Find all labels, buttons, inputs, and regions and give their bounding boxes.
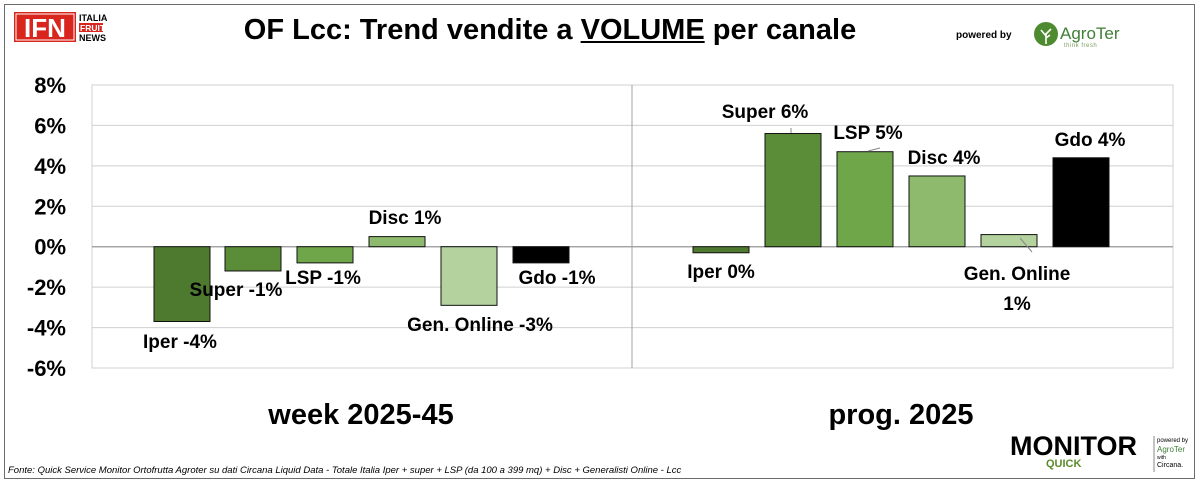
bar <box>296 246 354 264</box>
bar <box>836 151 894 248</box>
y-tick-label: 4% <box>34 154 66 179</box>
data-label: Iper -4% <box>143 332 217 353</box>
data-labels: Iper -4% Super -1%LSP -1% Disc 1% Gen. Onli… <box>143 102 1125 353</box>
y-axis-ticks: 8% 6% 4% 2% 0% -2% -4% -6% <box>27 73 66 381</box>
y-tick-label: 6% <box>34 113 66 138</box>
y-tick-label: -2% <box>27 275 66 300</box>
title-underlined: VOLUME <box>580 14 705 46</box>
monitor-quick-sub: QUICK <box>1046 458 1082 470</box>
title-prefix: OF Lcc: Trend vendite a <box>243 14 581 46</box>
bar <box>153 246 211 323</box>
y-tick-label: -4% <box>27 316 66 341</box>
monitor-agroter: AgroTer <box>1157 445 1186 454</box>
data-label: Super -1% <box>190 280 283 301</box>
data-label: Gen. Online -3% <box>407 315 553 336</box>
y-tick-label: -6% <box>27 356 66 381</box>
bar <box>224 246 282 272</box>
data-label: Gen. Online <box>964 264 1071 285</box>
monitor-quick-logo <box>1153 436 1155 472</box>
data-label: Super 6% <box>722 102 809 123</box>
data-label: Gdo 4% <box>1055 130 1126 151</box>
leader-line <box>1019 237 1033 253</box>
agroter-name: AgroTer <box>1060 24 1120 43</box>
monitor-quick-brand: MONITOR <box>1010 431 1137 461</box>
y-tick-label: 0% <box>34 235 66 260</box>
y-tick-label: 8% <box>34 73 66 98</box>
ifn-logo-line1: ITALIA <box>79 13 108 23</box>
monitor-powered-by: powered by <box>1157 438 1189 444</box>
bar <box>980 234 1038 248</box>
ifn-logo-text: IFN <box>24 13 66 43</box>
data-label: Iper 0% <box>687 262 755 283</box>
data-label: LSP -1% <box>285 268 361 289</box>
panel-title: prog. 2025 <box>828 399 973 431</box>
grid-lines <box>91 84 1174 369</box>
monitor-with: with <box>1157 455 1166 461</box>
panel-titles: week 2025-45 prog. 2025 <box>267 399 973 431</box>
source-note: Fonte: Quick Service Monitor Ortofrutta … <box>8 465 682 476</box>
monitor-circana: Circana. <box>1157 462 1184 469</box>
agroter-tagline: think fresh <box>1064 43 1098 49</box>
bars <box>153 133 1110 323</box>
agroter-logo-icon <box>1034 22 1058 46</box>
panel-title: week 2025-45 <box>267 399 453 431</box>
data-label: Disc 4% <box>908 148 981 169</box>
bar <box>764 133 822 248</box>
chart-title: OF Lcc: Trend vendite a VOLUME per canal… <box>170 14 930 47</box>
data-label: LSP 5% <box>833 123 902 144</box>
title-suffix: per canale <box>704 14 857 46</box>
y-tick-label: 2% <box>34 194 66 219</box>
bar <box>908 175 966 248</box>
powered-by-label: powered by <box>956 30 1012 41</box>
bar <box>368 236 426 248</box>
data-label: Gdo -1% <box>518 268 595 289</box>
ifn-logo: IFN ITALIA FRUIT NEWS <box>14 12 108 43</box>
bar <box>1052 157 1110 248</box>
bar <box>440 246 498 306</box>
bar <box>512 246 570 264</box>
leader-line <box>867 147 881 152</box>
bar <box>692 246 750 254</box>
data-label: Disc 1% <box>369 208 442 229</box>
ifn-logo-line2: FRUIT <box>80 23 106 33</box>
ifn-logo-line3: NEWS <box>79 33 106 43</box>
chart-frame <box>4 4 1195 479</box>
data-label: 1% <box>1003 294 1031 315</box>
